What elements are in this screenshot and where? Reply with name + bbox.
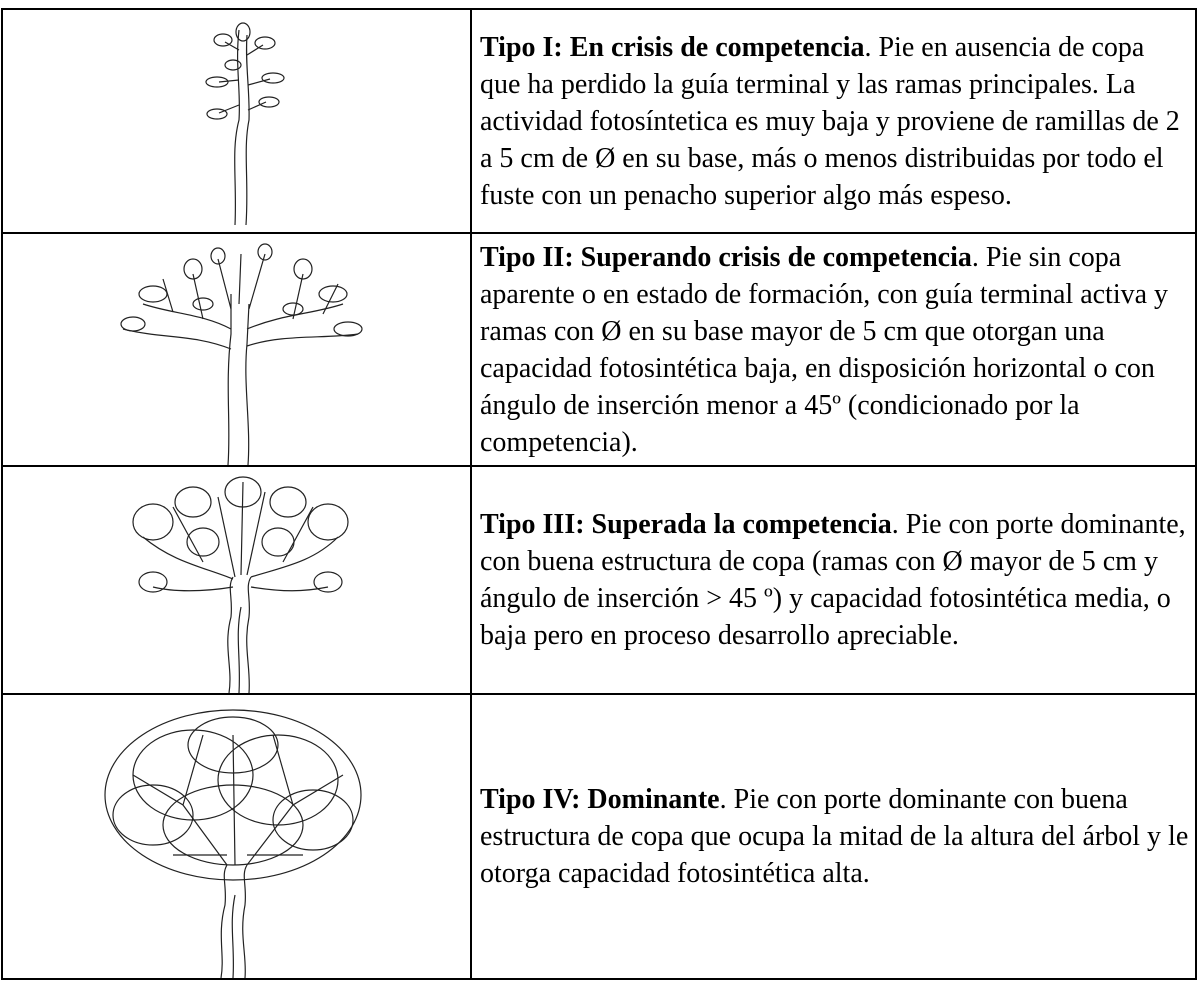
description-cell: Tipo IV: Dominante. Pie con porte domina… [470, 693, 1197, 980]
description-cell: Tipo I: En crisis de competencia. Pie en… [470, 8, 1197, 234]
row: Tipo II: Superando crisis de competencia… [1, 232, 1197, 467]
tree-cell [1, 232, 472, 467]
tree-cell [1, 693, 472, 980]
description-cell: Tipo II: Superando crisis de competencia… [470, 232, 1197, 467]
description-cell: Tipo III: Superada la competencia. Pie c… [470, 465, 1197, 695]
type-title: Tipo III: Superada la competencia [480, 509, 892, 540]
type-text: . Pie sin copa aparente o en estado de f… [480, 241, 1169, 458]
type-text: . Pie con porte dominante con buena estr… [480, 784, 1189, 889]
row: Tipo III: Superada la competencia. Pie c… [1, 465, 1197, 695]
tree-drawing [205, 22, 285, 226]
row: Tipo IV: Dominante. Pie con porte domina… [1, 693, 1197, 980]
tree-cell [1, 465, 472, 695]
tree-drawing [104, 709, 362, 978]
type-title: Tipo I: En crisis de competencia [480, 31, 865, 63]
type-text: . Pie con porte dominante, con buena est… [480, 509, 1186, 651]
type-title: Tipo IV: Dominante [480, 784, 720, 815]
tree-types-table: Tipo I: En crisis de competencia. Pie en… [1, 8, 1197, 980]
tree-drawing [120, 243, 363, 465]
tree-cell [1, 8, 472, 234]
type-text: . Pie en ausencia de copa que ha perdido… [480, 31, 1180, 211]
tree-drawing [132, 476, 349, 693]
type-title: Tipo II: Superando crisis de competencia [480, 241, 972, 273]
row: Tipo I: En crisis de competencia. Pie en… [1, 8, 1197, 234]
